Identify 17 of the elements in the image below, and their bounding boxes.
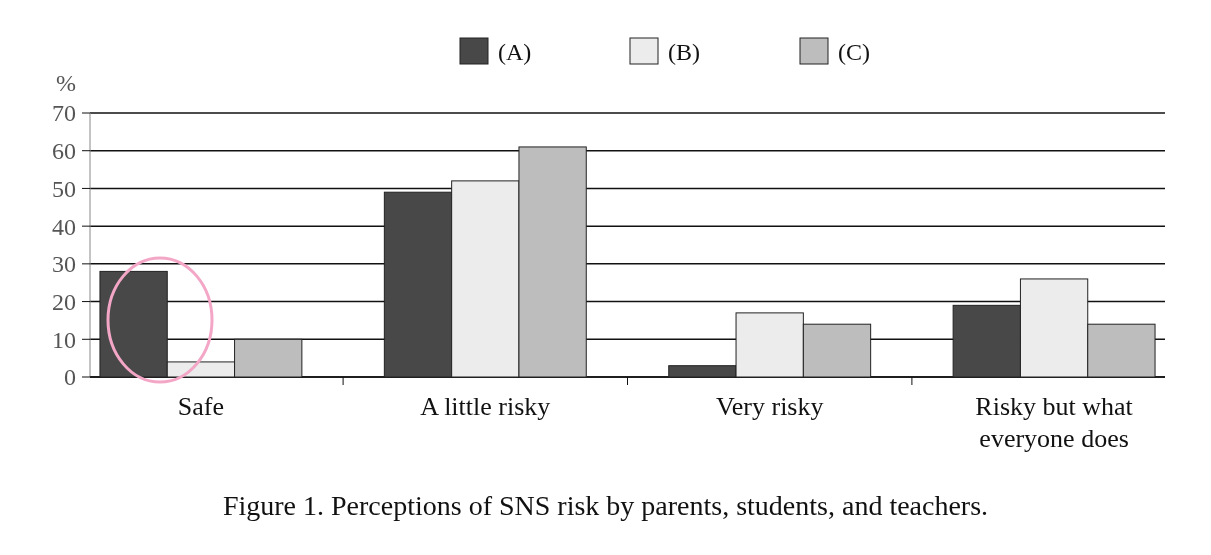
y-tick-label: 10 [52,326,76,353]
y-tick-label: 70 [52,100,76,127]
y-tick-label: 30 [52,251,76,278]
x-tick-label: Risky but what everyone does [975,392,1134,453]
text: Figure 1. Perceptions of SNS risk by parents, students, and teachers. [222,490,989,521]
x-tick-label: Very risky [715,392,824,421]
x-tick-label: Safe [177,392,225,421]
legend-label: (B) [668,39,700,66]
y-axis-title: % [56,70,76,97]
x-tick-label: A little risky [420,392,551,421]
legend-label: (C) [838,39,870,66]
y-tick-label: 0 [64,364,76,391]
y-tick-label: 40 [52,213,76,240]
y-tick-label: 50 [52,175,76,202]
y-tick-label: 20 [52,288,76,315]
y-tick-label: 60 [52,138,76,165]
legend-label: (A) [498,39,532,66]
